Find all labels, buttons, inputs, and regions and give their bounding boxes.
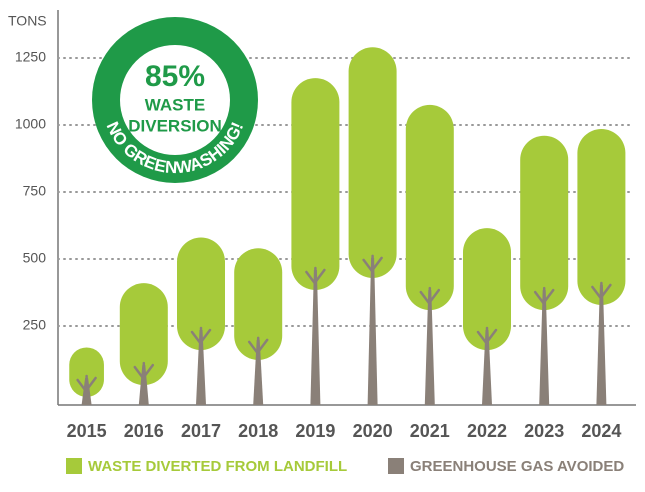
- branches: [76, 374, 97, 394]
- branches: [247, 336, 269, 356]
- y-tick-label: 1250: [15, 49, 46, 65]
- branches: [362, 254, 383, 274]
- trunk: [253, 339, 264, 405]
- badge-center: [120, 45, 230, 155]
- badge-line: DIVERSION: [128, 116, 222, 135]
- y-tick-label: 500: [23, 250, 47, 266]
- badge-percent: 85%: [145, 60, 205, 93]
- x-tick-label: 2018: [238, 421, 278, 441]
- trunk: [367, 257, 378, 405]
- badge: 85% WASTE DIVERSION NO GREENWASHING!: [92, 17, 258, 183]
- x-tick-label: 2017: [181, 421, 221, 441]
- y-tick-label: 1000: [15, 116, 46, 132]
- x-tick-label: 2021: [410, 421, 450, 441]
- canopy: [119, 283, 168, 386]
- badge-line: WASTE: [145, 95, 205, 114]
- y-tick-label: 750: [23, 183, 47, 199]
- canopy: [69, 347, 104, 397]
- canopy: [577, 129, 626, 305]
- trunk: [596, 284, 607, 405]
- trunk: [539, 290, 550, 405]
- trunk: [310, 269, 321, 405]
- x-tick-label: 2015: [67, 421, 107, 441]
- trunk: [138, 365, 149, 405]
- legend-label: GREENHOUSE GAS AVOIDED: [410, 458, 624, 475]
- canopy: [520, 135, 569, 311]
- x-tick-label: 2024: [581, 421, 621, 441]
- canopy: [291, 78, 340, 290]
- x-tick-label: 2022: [467, 421, 507, 441]
- y-tick-label: 250: [23, 317, 47, 333]
- trunk: [196, 330, 206, 405]
- branches: [419, 286, 441, 306]
- canopy: [405, 104, 454, 311]
- canopy: [234, 248, 283, 360]
- branches: [591, 281, 612, 301]
- canopy: [177, 237, 225, 351]
- branches: [305, 266, 326, 286]
- legend-swatch: [388, 458, 404, 474]
- legend-label: WASTE DIVERTED FROM LANDFILL: [88, 458, 347, 475]
- branches: [476, 326, 498, 346]
- legend-swatch: [66, 458, 82, 474]
- x-tick-label: 2020: [353, 421, 393, 441]
- branches: [190, 326, 212, 346]
- x-tick-label: 2019: [295, 421, 335, 441]
- branches: [533, 286, 555, 306]
- trunk: [482, 330, 492, 405]
- x-tick-label: 2023: [524, 421, 564, 441]
- plot: 250 500 750 1000 1250 2015 2016 2017 2018 2019 202…: [15, 47, 631, 475]
- x-tick-label: 2016: [124, 421, 164, 441]
- y-axis-label: TONS: [8, 13, 47, 29]
- branches: [133, 361, 155, 381]
- canopy: [348, 47, 397, 278]
- canopy: [463, 228, 511, 351]
- trunk: [424, 290, 435, 405]
